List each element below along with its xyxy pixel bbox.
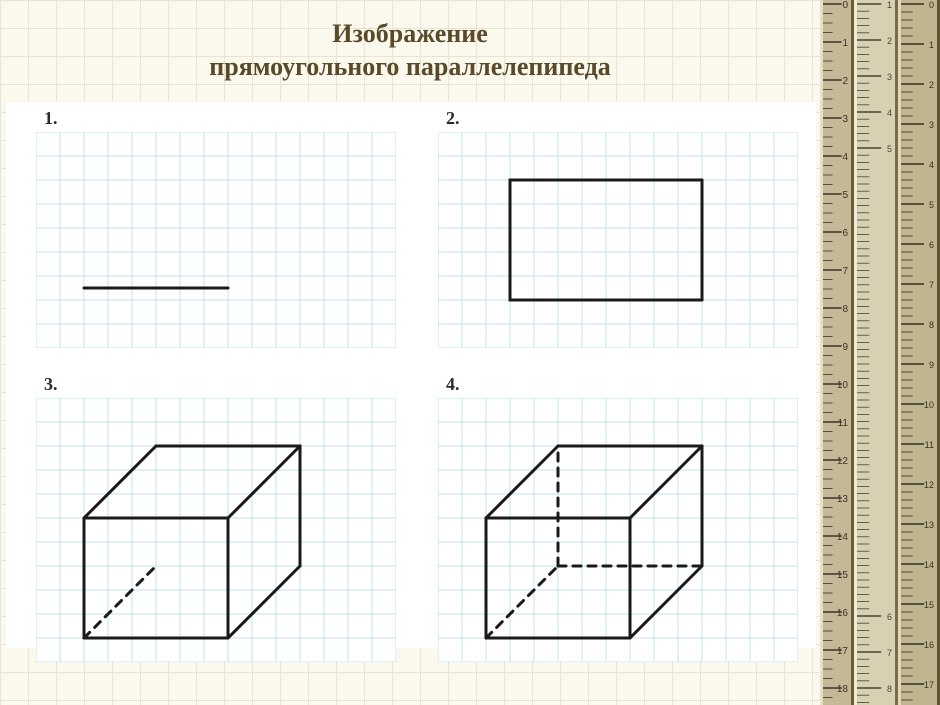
panel-2: 2. [438, 108, 798, 324]
panel-3-label: 3. [44, 374, 58, 395]
svg-text:6: 6 [929, 240, 934, 250]
svg-text:1: 1 [929, 40, 934, 50]
panel-1: 1. [36, 108, 396, 324]
title-line-1: Изображение [332, 19, 488, 48]
svg-text:5: 5 [842, 190, 848, 201]
ruler-c-svg: 01234567891011121314151617 [898, 0, 940, 705]
svg-text:8: 8 [929, 320, 934, 330]
svg-text:4: 4 [887, 108, 892, 118]
panel-3: 3. [36, 374, 396, 638]
svg-text:2: 2 [887, 36, 892, 46]
panel-1-svg [36, 132, 396, 348]
svg-text:11: 11 [838, 418, 849, 429]
panel-1-label: 1. [44, 108, 58, 129]
svg-text:7: 7 [842, 266, 848, 277]
svg-text:4: 4 [842, 152, 848, 163]
diagram-area: 1. 2. 3. 4. [6, 102, 816, 648]
svg-text:12: 12 [924, 480, 934, 490]
svg-text:1: 1 [887, 0, 892, 10]
svg-text:9: 9 [929, 360, 934, 370]
svg-text:15: 15 [924, 600, 934, 610]
title-line-2: прямоугольного параллелепипеда [209, 52, 610, 81]
svg-text:7: 7 [887, 648, 892, 658]
svg-text:12: 12 [837, 456, 849, 467]
ruler-a: 0123456789101112131415161718 [820, 0, 854, 705]
svg-text:13: 13 [837, 494, 849, 505]
svg-text:14: 14 [837, 532, 849, 543]
panel-3-svg [36, 398, 396, 662]
svg-text:17: 17 [924, 680, 934, 690]
svg-text:8: 8 [842, 304, 848, 315]
svg-text:6: 6 [887, 612, 892, 622]
svg-text:16: 16 [924, 640, 934, 650]
panel-4: 4. [438, 374, 798, 638]
svg-text:3: 3 [887, 72, 892, 82]
svg-text:10: 10 [924, 400, 934, 410]
page-title: Изображение прямоугольного параллелепипе… [0, 18, 820, 83]
svg-text:17: 17 [837, 646, 849, 657]
ruler-a-svg: 0123456789101112131415161718 [820, 0, 854, 705]
svg-text:11: 11 [925, 440, 934, 450]
svg-text:5: 5 [929, 200, 934, 210]
svg-text:5: 5 [887, 144, 892, 154]
svg-text:0: 0 [929, 0, 934, 10]
svg-text:3: 3 [929, 120, 934, 130]
svg-text:2: 2 [842, 76, 848, 87]
svg-text:10: 10 [837, 380, 849, 391]
svg-text:15: 15 [837, 570, 849, 581]
svg-text:1: 1 [842, 38, 848, 49]
svg-text:6: 6 [842, 228, 848, 239]
panel-2-label: 2. [446, 108, 460, 129]
svg-text:14: 14 [924, 560, 934, 570]
ruler-b: 1 2 3 4 5 6 7 8 [854, 0, 898, 705]
svg-text:18: 18 [837, 684, 849, 695]
svg-text:9: 9 [842, 342, 848, 353]
svg-text:16: 16 [837, 608, 849, 619]
svg-text:0: 0 [842, 0, 848, 11]
panel-4-label: 4. [446, 374, 460, 395]
ruler-group: 0123456789101112131415161718123456780123… [820, 0, 940, 705]
svg-text:13: 13 [924, 520, 934, 530]
svg-text:2: 2 [929, 80, 934, 90]
panel-2-svg [438, 132, 798, 348]
slide-page: Изображение прямоугольного параллелепипе… [0, 0, 940, 705]
svg-text:3: 3 [842, 114, 848, 125]
svg-text:4: 4 [929, 160, 934, 170]
svg-text:8: 8 [887, 684, 892, 694]
ruler-b-svg: 1 2 3 4 5 6 7 8 [854, 0, 898, 705]
ruler-c: 01234567891011121314151617 [898, 0, 940, 705]
panel-4-svg [438, 398, 798, 662]
svg-text:7: 7 [929, 280, 934, 290]
